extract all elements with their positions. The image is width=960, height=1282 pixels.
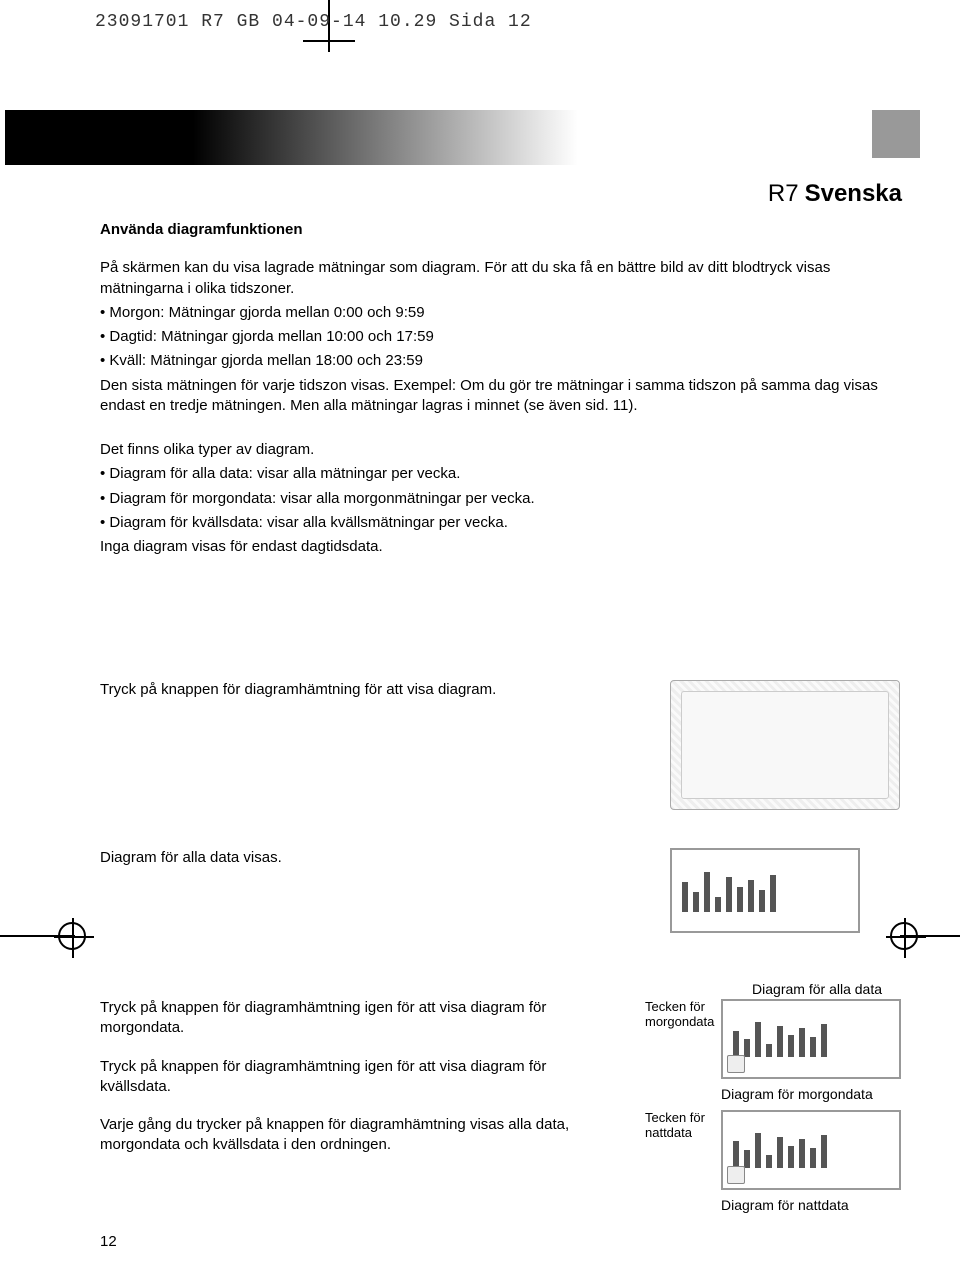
step-2-text: Diagram för alla data visas. [100, 848, 640, 868]
page-number: 12 [100, 1232, 117, 1252]
screen-night [721, 1110, 901, 1190]
step-3a-text: Tryck på knappen för diagramhämtning ige… [100, 998, 615, 1039]
night-icon [727, 1166, 745, 1184]
bullet-daytime: • Dagtid: Mätningar gjorda mellan 10:00 … [100, 327, 890, 347]
content-block: Använda diagramfunktionen På skärmen kan… [100, 220, 890, 575]
caption-morning-sign: Tecken för morgondata [645, 999, 717, 1030]
types-outro: Inga diagram visas för endast dagtidsdat… [100, 537, 890, 557]
bullet-all: • Diagram för alla data: visar alla mätn… [100, 464, 890, 484]
step-2-row: Diagram för alla data visas. [100, 848, 920, 933]
step-1-text: Tryck på knappen för diagramhämtning för… [100, 680, 640, 700]
header-black-bar [5, 110, 193, 165]
caption-night: Diagram för nattdata [721, 1196, 920, 1215]
crop-register-left [58, 922, 86, 950]
crop-header: 23091701 R7 GB 04-09-14 10.29 Sida 12 [95, 10, 532, 34]
intro-paragraph-2: Den sista mätningen för varje tidszon vi… [100, 376, 890, 417]
caption-morning: Diagram för morgondata [721, 1085, 920, 1104]
step-1-row: Tryck på knappen för diagramhämtning för… [100, 680, 920, 810]
product-language: Svenska [805, 180, 902, 207]
bullet-morning-diagram: • Diagram för morgondata: visar alla mor… [100, 489, 890, 509]
product-code: R7 [768, 180, 799, 207]
device-illustration [670, 680, 900, 810]
caption-night-sign: Tecken för nattdata [645, 1110, 717, 1141]
screen-morning [721, 999, 901, 1079]
morning-icon [727, 1055, 745, 1073]
bullet-evening-diagram: • Diagram för kvällsdata: visar alla kvä… [100, 513, 890, 533]
bullet-morning: • Morgon: Mätningar gjorda mellan 0:00 o… [100, 303, 890, 323]
screen-all-data [670, 848, 860, 933]
product-title: R7Svenska [768, 178, 902, 210]
bullet-evening: • Kväll: Mätningar gjorda mellan 18:00 o… [100, 351, 890, 371]
intro-paragraph-1: På skärmen kan du visa lagrade mätningar… [100, 258, 890, 299]
types-intro: Det finns olika typer av diagram. [100, 440, 890, 460]
step-3c-text: Varje gång du trycker på knappen för dia… [100, 1115, 615, 1156]
header-gradient-bar [193, 110, 578, 165]
caption-all-data: Diagram för alla data [645, 980, 920, 999]
step-3-row: Tryck på knappen för diagramhämtning ige… [100, 980, 920, 1215]
header-gray-box [872, 110, 920, 158]
step-3b-text: Tryck på knappen för diagramhämtning ige… [100, 1057, 615, 1098]
section-title: Använda diagramfunktionen [100, 220, 890, 240]
